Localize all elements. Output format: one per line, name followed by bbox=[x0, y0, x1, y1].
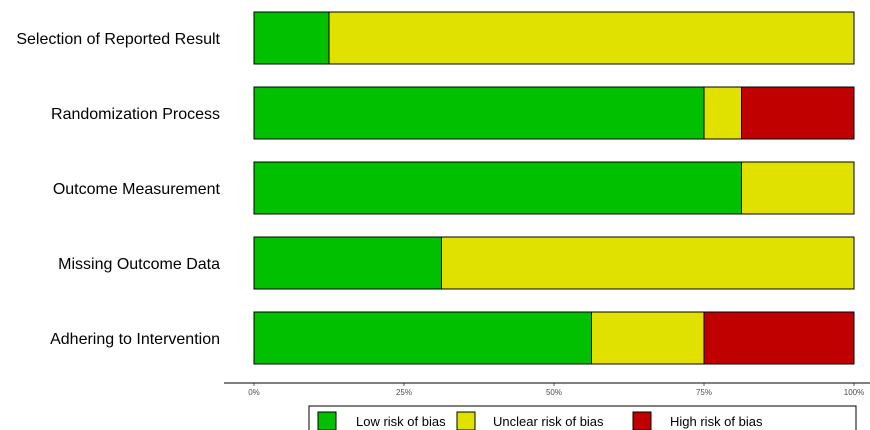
bar-outcome-measurement-low-risk-of-bias bbox=[253, 161, 742, 215]
legend-key-high-risk-of-bias bbox=[632, 411, 652, 430]
bar-adhering-to-intervention-high-risk-of-bias bbox=[703, 311, 855, 365]
category-labels: Selection of Reported Result Randomizatio… bbox=[16, 31, 220, 348]
x-axis: 0% 25% 50% 75% 100% bbox=[224, 382, 870, 397]
legend-key-unclear-risk-of-bias bbox=[456, 411, 476, 430]
x-tick-label: 100% bbox=[844, 388, 864, 397]
bar-missing-outcome-data-low-risk-of-bias bbox=[253, 236, 442, 290]
x-tick-label: 75% bbox=[696, 388, 712, 397]
bar-randomization-process-unclear-risk-of-bias bbox=[703, 86, 742, 140]
legend-box bbox=[308, 405, 857, 430]
x-tick-label: 0% bbox=[248, 388, 260, 397]
bar-selection-of-reported-result-unclear-risk-of-bias bbox=[328, 11, 855, 65]
bar-randomization-process-low-risk-of-bias bbox=[253, 86, 705, 140]
category-label: Missing Outcome Data bbox=[58, 256, 220, 273]
legend-label-unclear-risk-of-bias: Unclear risk of bias bbox=[493, 414, 604, 429]
bar-adhering-to-intervention-unclear-risk-of-bias bbox=[591, 311, 705, 365]
bar-adhering-to-intervention-low-risk-of-bias bbox=[253, 311, 592, 365]
category-label: Randomization Process bbox=[51, 106, 220, 123]
legend-label-high-risk-of-bias: High risk of bias bbox=[670, 414, 763, 429]
bar-selection-of-reported-result-low-risk-of-bias bbox=[253, 11, 330, 65]
legend: Low risk of bias Unclear risk of bias High… bbox=[308, 405, 857, 430]
legend-key-low-risk-of-bias bbox=[317, 411, 337, 430]
bar-outcome-measurement-unclear-risk-of-bias bbox=[741, 161, 855, 215]
bar-missing-outcome-data-unclear-risk-of-bias bbox=[441, 236, 855, 290]
x-tick-label: 50% bbox=[546, 388, 562, 397]
category-label: Selection of Reported Result bbox=[16, 31, 220, 48]
category-label: Outcome Measurement bbox=[53, 181, 221, 198]
x-tick-label: 25% bbox=[396, 388, 412, 397]
bars-group bbox=[253, 11, 855, 365]
legend-label-low-risk-of-bias: Low risk of bias bbox=[356, 414, 446, 429]
category-label: Adhering to Intervention bbox=[50, 331, 220, 348]
bar-randomization-process-high-risk-of-bias bbox=[741, 86, 855, 140]
